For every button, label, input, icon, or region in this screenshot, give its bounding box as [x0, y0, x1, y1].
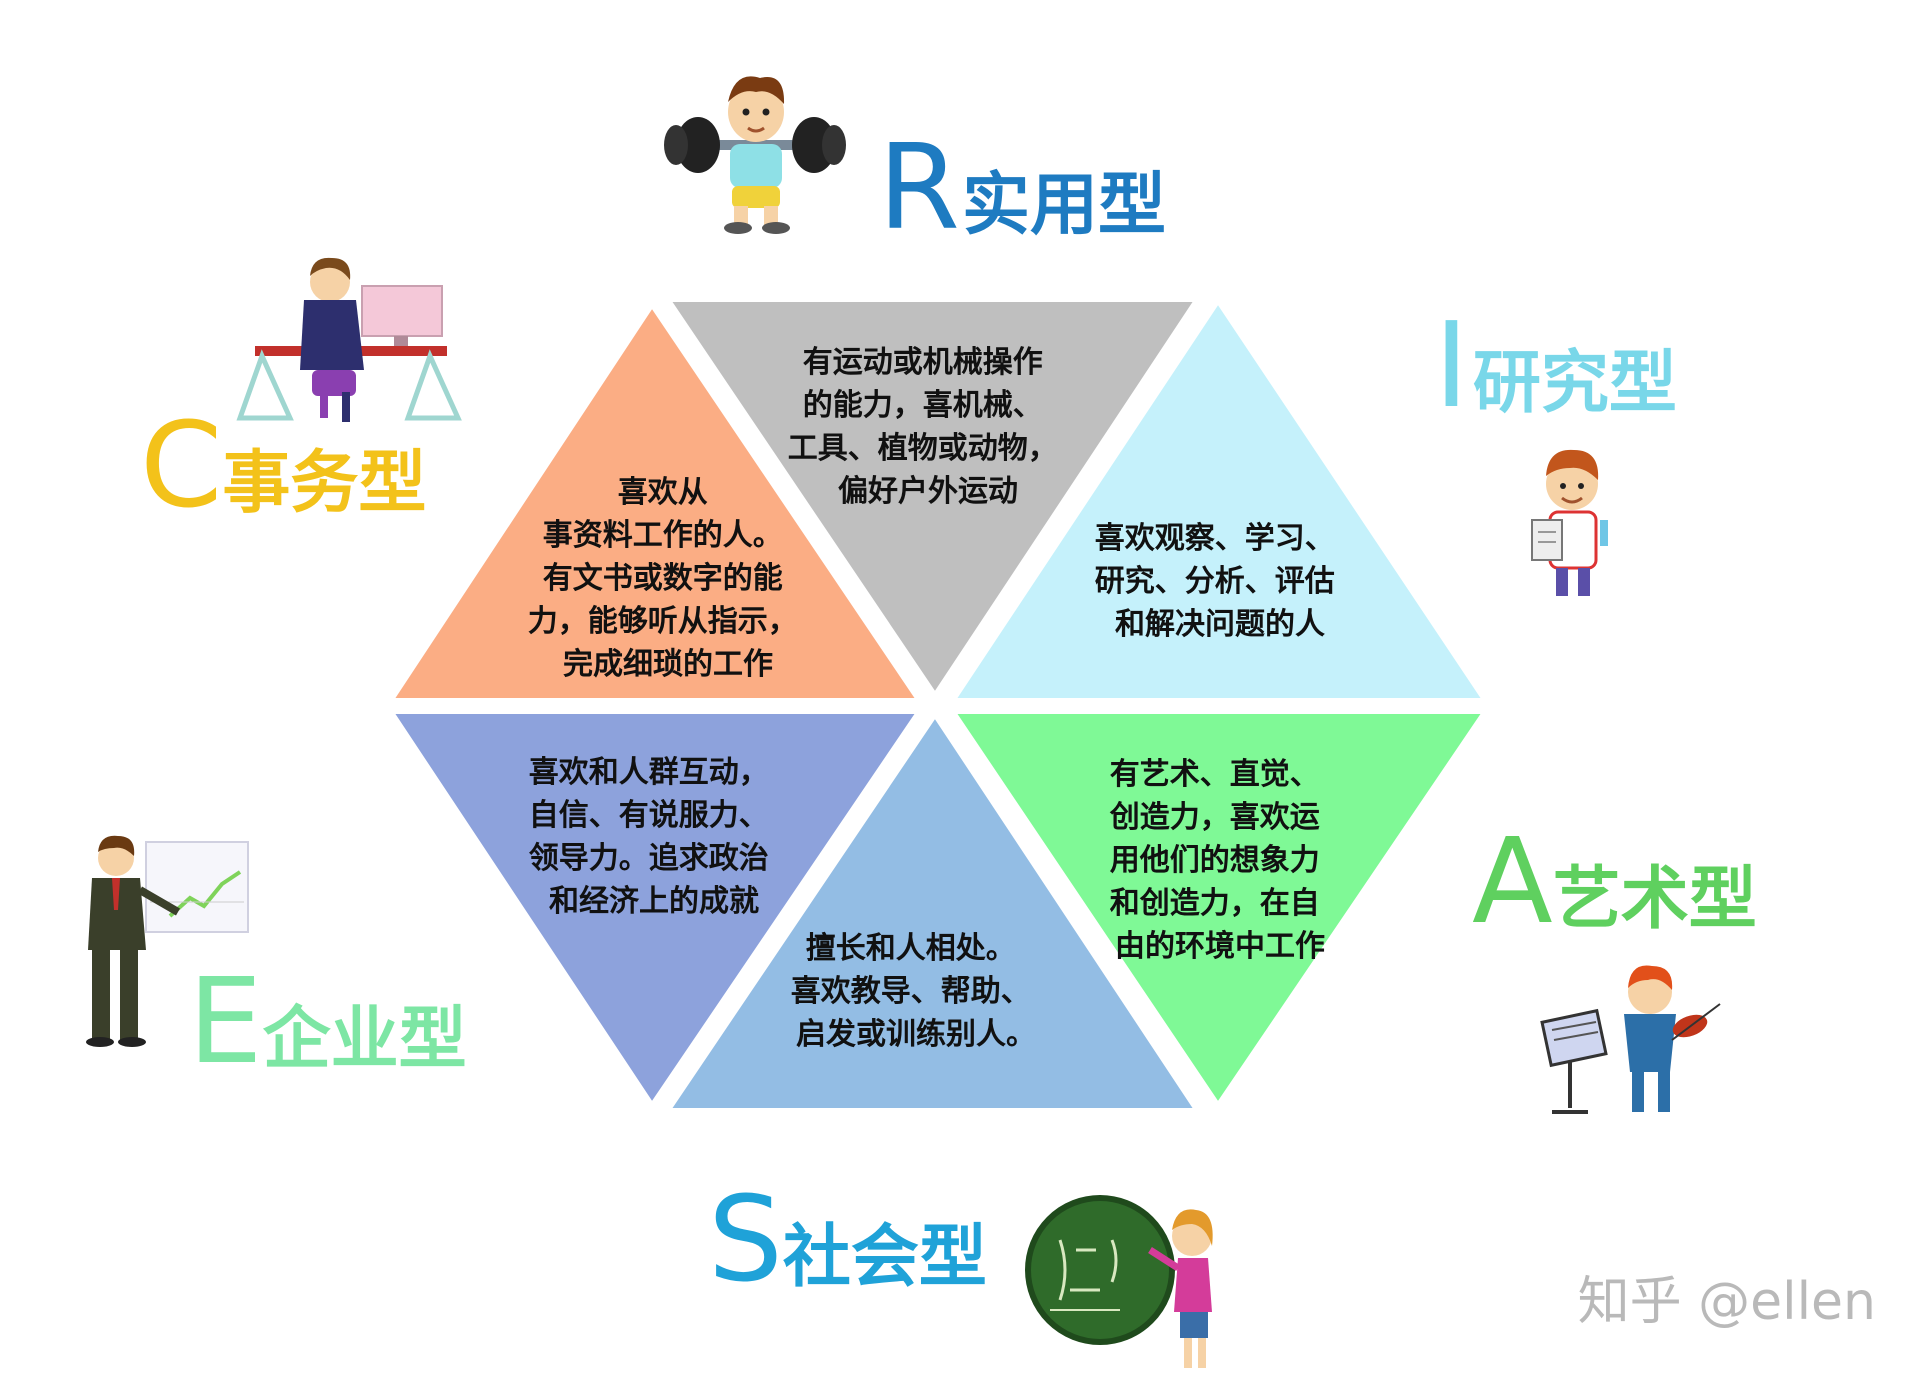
segment-e-line: 喜欢和人群互动，	[529, 755, 769, 790]
segment-a-line: 创造力，喜欢运	[1109, 800, 1320, 835]
researcher-illustration	[1531, 449, 1608, 596]
label-i-letter: I	[1434, 296, 1469, 434]
label-a-name: 艺术型	[1553, 860, 1757, 939]
label-c-letter: C	[140, 396, 222, 534]
label-e-letter: E	[188, 952, 263, 1090]
segment-a-line: 有艺术、直觉、	[1110, 757, 1320, 792]
segment-a-description: 有艺术、直觉、 创造力，喜欢运 用他们的想象力 和创造力，在自 由的环境中工作	[1109, 757, 1330, 964]
label-a-letter: A	[1472, 812, 1553, 950]
label-i: I研究型	[1434, 296, 1677, 434]
segment-e-triangle	[384, 706, 926, 1112]
segment-s-line: 擅长和人相处。	[806, 931, 1016, 966]
office-worker-illustration	[236, 257, 462, 422]
segment-e-line: 和经济上的成就	[549, 884, 759, 919]
segment-s-description: 擅长和人相处。 喜欢教导、帮助、 启发或训练别人。	[791, 931, 1041, 1052]
businessman-illustration	[86, 835, 249, 1047]
segment-c-triangle	[384, 298, 926, 706]
label-i-name: 研究型	[1473, 344, 1677, 423]
segment-c-line: 喜欢从	[618, 475, 708, 510]
segment-e-line: 领导力。追求政治	[529, 841, 769, 876]
label-r: R实用型	[878, 118, 1166, 256]
label-e: E企业型	[188, 952, 467, 1090]
segment-e-line: 自信、有说服力、	[529, 798, 769, 833]
segment-i-description: 喜欢观察、学习、 研究、分析、评估 和解决问题的人	[1095, 521, 1345, 642]
segment-s-line: 启发或训练别人。	[796, 1017, 1036, 1052]
segment-c-line: 力，能够听从指示，	[528, 604, 798, 639]
segment-r-description: 有运动或机械操作 的能力，喜机械、 工具、植物或动物， 偏好户外运动	[788, 345, 1068, 509]
segment-r-triangle	[661, 294, 1204, 702]
segment-r-line: 有运动或机械操作	[803, 345, 1043, 380]
segment-a-line: 用他们的想象力	[1110, 843, 1320, 878]
watermark: 知乎 @ellen	[1577, 1272, 1876, 1332]
segment-i-line: 喜欢观察、学习、	[1095, 521, 1335, 556]
weightlifter-illustration	[664, 76, 846, 234]
label-s-name: 社会型	[783, 1218, 987, 1297]
segment-c-line: 事资料工作的人。	[543, 518, 783, 553]
segment-s-line: 喜欢教导、帮助、	[791, 974, 1031, 1009]
segment-i-line: 和解决问题的人	[1115, 607, 1325, 642]
label-s-letter: S	[708, 1170, 783, 1308]
violinist-illustration	[1540, 965, 1721, 1114]
label-a: A艺术型	[1472, 812, 1757, 950]
teacher-illustration	[1025, 1195, 1213, 1368]
segment-c-line: 有文书或数字的能	[543, 561, 783, 596]
segment-s-triangle	[661, 708, 1204, 1116]
label-s: S社会型	[708, 1170, 987, 1308]
segment-a-triangle	[946, 706, 1492, 1112]
segment-i-line: 研究、分析、评估	[1095, 564, 1335, 599]
segment-c-description: 喜欢从 事资料工作的人。 有文书或数字的能 力，能够听从指示， 完成细琐的工作	[528, 475, 808, 682]
segment-r-line: 的能力，喜机械、	[803, 388, 1043, 423]
label-c-name: 事务型	[222, 444, 426, 523]
segment-a-line: 由的环境中工作	[1115, 929, 1325, 964]
segment-r-line: 偏好户外运动	[838, 474, 1018, 509]
segment-i-triangle	[946, 294, 1492, 706]
label-e-name: 企业型	[263, 1000, 467, 1079]
label-r-name: 实用型	[962, 166, 1166, 245]
segment-e-description: 喜欢和人群互动， 自信、有说服力、 领导力。追求政治 和经济上的成就	[529, 755, 779, 919]
segment-c-line: 完成细琐的工作	[563, 647, 773, 682]
hexagon	[384, 294, 1492, 1116]
label-r-letter: R	[878, 118, 960, 256]
segment-r-line: 工具、植物或动物，	[788, 431, 1058, 466]
segment-a-line: 和创造力，在自	[1110, 886, 1320, 921]
label-c: C事务型	[140, 396, 426, 534]
